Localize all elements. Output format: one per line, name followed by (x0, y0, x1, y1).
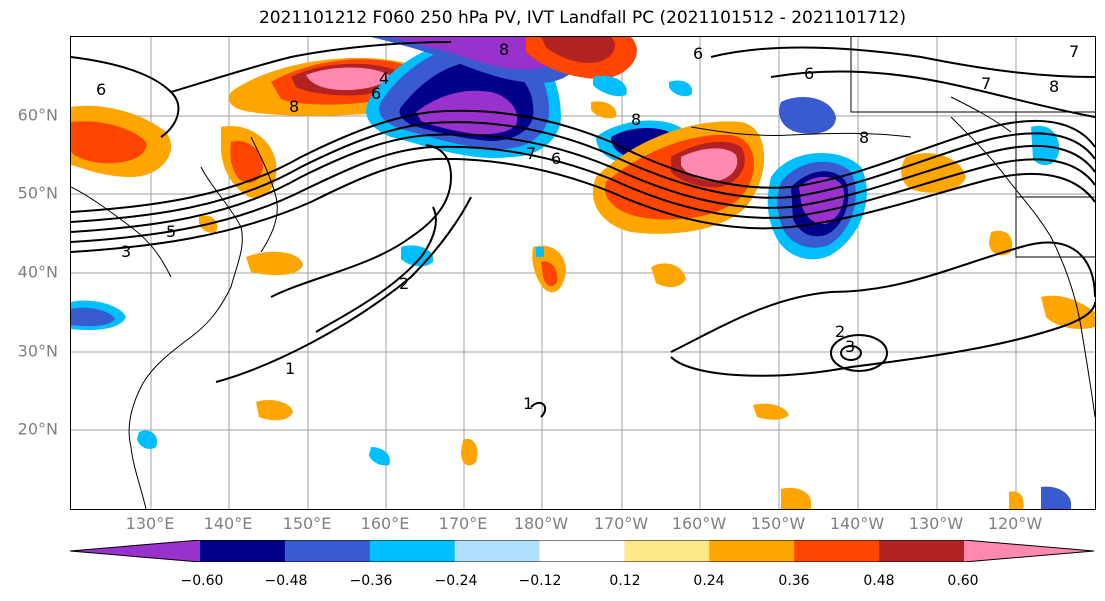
ivt-contour-lines (71, 41, 1095, 418)
contour-label: 3 (845, 337, 855, 356)
colorbar-segment (539, 540, 625, 562)
map-panel: 6 8 6 4 6 8 6 8 8 7 8 7 5 3 2 1 1 2 3 7 … (70, 36, 1096, 510)
contour-label: 2 (399, 274, 409, 293)
map-canvas: 6 8 6 4 6 8 6 8 8 7 8 7 5 3 2 1 1 2 3 7 … (71, 37, 1095, 509)
latitude-label: 40°N (17, 262, 58, 282)
longitude-label: 150°E (282, 514, 332, 533)
colorbar-segment (369, 540, 456, 562)
colorbar-segment (200, 540, 286, 562)
contour-label: 8 (499, 40, 509, 59)
contour-label: 8 (859, 128, 869, 147)
contour-label: 3 (121, 242, 131, 261)
colorbar-tick-label: −0.60 (180, 573, 224, 589)
map-title: 2021101212 F060 250 hPa PV, IVT Landfall… (258, 8, 906, 28)
colorbar (70, 540, 1094, 562)
longitude-label: 140°W (829, 514, 885, 533)
longitude-label: 170°W (593, 514, 649, 533)
colorbar-segment (284, 540, 371, 562)
contour-label: 7 (1069, 42, 1079, 61)
colorbar-tick-label: 0.24 (693, 573, 725, 589)
colorbar-tick-label: −0.36 (349, 573, 393, 589)
contour-label: 6 (804, 64, 814, 83)
colorbar-tick-label: −0.12 (518, 573, 562, 589)
contour-label: 4 (379, 69, 389, 88)
contour-label: 7 (526, 144, 536, 163)
longitude-label: 180°W (513, 514, 569, 533)
colorbar-tick-label: −0.48 (264, 573, 308, 589)
colorbar-extend-max (964, 540, 1094, 562)
colorbar-segment (624, 540, 710, 562)
contour-label: 2 (835, 322, 845, 341)
colorbar-segment (879, 540, 965, 562)
latitude-label: 60°N (17, 105, 58, 125)
colorbar-segments (70, 540, 1094, 562)
colorbar-segment (454, 540, 541, 562)
longitude-label: 160°W (671, 514, 727, 533)
contour-label-group: 6 8 6 4 6 8 6 8 8 7 8 7 5 3 2 1 1 2 3 7 … (96, 40, 1079, 413)
contour-label: 1 (285, 359, 295, 378)
pv-filled-contours (71, 37, 1095, 509)
longitude-label: 120°W (987, 514, 1043, 533)
contour-label: 7 (981, 74, 991, 93)
colorbar-tick-label: 0.12 (609, 573, 641, 589)
longitude-label: 130°W (908, 514, 964, 533)
contour-label: 6 (371, 84, 381, 103)
contour-label: 8 (1049, 77, 1059, 96)
colorbar-tick-label: 0.36 (778, 573, 810, 589)
longitude-label: 160°E (360, 514, 410, 533)
latitude-label: 50°N (17, 183, 58, 203)
contour-label: 6 (693, 44, 703, 63)
colorbar-extend-min (70, 540, 200, 562)
contour-label: 6 (96, 80, 106, 99)
latitude-label: 30°N (17, 341, 58, 361)
contour-label: 8 (289, 97, 299, 116)
longitude-label: 150°W (750, 514, 806, 533)
longitude-label: 140°E (203, 514, 253, 533)
contour-label: 5 (166, 222, 176, 241)
contour-label: 1 (523, 394, 533, 413)
colorbar-tick-label: −0.24 (434, 573, 478, 589)
colorbar-segment (794, 540, 880, 562)
colorbar-tick-label: 0.48 (863, 573, 895, 589)
contour-label: 8 (631, 110, 641, 129)
longitude-label: 130°E (125, 514, 175, 533)
colorbar-tick-label: 0.60 (947, 573, 979, 589)
latitude-label: 20°N (17, 419, 58, 439)
colorbar-segment (709, 540, 795, 562)
coastlines (71, 37, 1095, 509)
contour-label: 6 (551, 149, 561, 168)
longitude-label: 170°E (438, 514, 488, 533)
